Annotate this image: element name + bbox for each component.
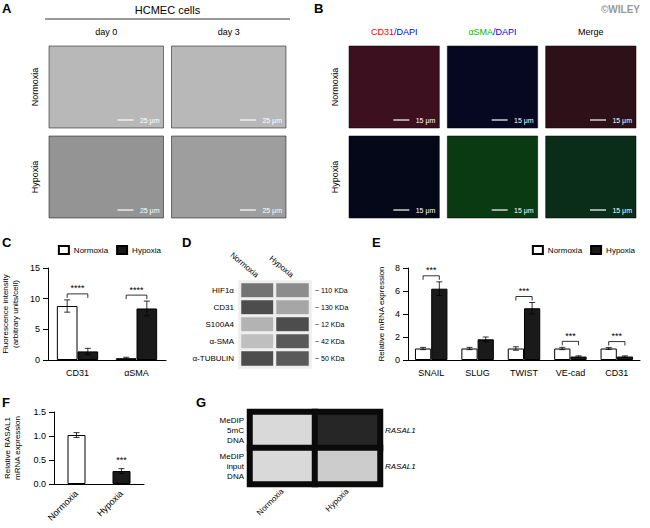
- svg-text:5: 5: [35, 324, 40, 334]
- svg-text:1.5: 1.5: [33, 407, 46, 417]
- svg-text:Normoxia: Normoxia: [330, 68, 340, 107]
- svg-text:Hypoxia: Hypoxia: [132, 246, 161, 255]
- svg-text:/DAPI: /DAPI: [394, 27, 418, 37]
- svg-text:day 0: day 0: [95, 27, 117, 37]
- svg-text:CD31: CD31: [66, 368, 89, 378]
- svg-text:Normoxia: Normoxia: [255, 486, 286, 517]
- svg-text:A: A: [2, 1, 12, 16]
- svg-text:αSMA: αSMA: [468, 27, 493, 37]
- svg-text:25 μm: 25 μm: [262, 207, 282, 215]
- svg-text:mRNA expression: mRNA expression: [13, 416, 22, 480]
- svg-text:E: E: [372, 235, 381, 250]
- svg-text:HCMEC cells: HCMEC cells: [135, 4, 201, 16]
- svg-text:input: input: [227, 462, 245, 471]
- svg-text:DNA: DNA: [227, 436, 245, 445]
- svg-text:(arbitrary units/cell): (arbitrary units/cell): [11, 280, 20, 348]
- svg-text:0.5: 0.5: [33, 455, 46, 465]
- svg-text:Normoxia: Normoxia: [30, 68, 40, 107]
- svg-text:day 3: day 3: [218, 27, 240, 37]
- svg-text:~ 130 KDa: ~ 130 KDa: [315, 304, 348, 311]
- svg-text:~ 12 KDa: ~ 12 KDa: [315, 321, 344, 328]
- svg-text:15 μm: 15 μm: [514, 207, 534, 215]
- svg-text:CD31: CD31: [371, 27, 394, 37]
- svg-text:15: 15: [30, 263, 40, 273]
- svg-text:15 μm: 15 μm: [612, 207, 632, 215]
- svg-text:25 μm: 25 μm: [140, 117, 160, 125]
- svg-text:8: 8: [395, 263, 400, 273]
- svg-text:C: C: [2, 235, 12, 250]
- svg-text:Fluorescence intensity: Fluorescence intensity: [1, 274, 10, 354]
- svg-text:/DAPI: /DAPI: [493, 27, 517, 37]
- svg-text:Relative mRNA expression: Relative mRNA expression: [377, 266, 386, 361]
- svg-text:15 μm: 15 μm: [416, 207, 436, 215]
- svg-text:Normoxia: Normoxia: [548, 246, 583, 255]
- svg-text:CD31: CD31: [605, 368, 628, 378]
- svg-text:F: F: [2, 395, 10, 410]
- svg-text:****: ****: [129, 285, 144, 295]
- svg-text:4: 4: [395, 309, 400, 319]
- svg-text:15 μm: 15 μm: [514, 117, 534, 125]
- svg-text:Hypoxia: Hypoxia: [30, 161, 40, 194]
- svg-text:0.0: 0.0: [33, 479, 46, 489]
- svg-text:15 μm: 15 μm: [612, 117, 632, 125]
- svg-text:6: 6: [395, 286, 400, 296]
- svg-text:SNAIL: SNAIL: [418, 368, 444, 378]
- svg-text:~ 110 KDa: ~ 110 KDa: [315, 287, 348, 294]
- svg-text:Normoxia: Normoxia: [46, 488, 80, 522]
- svg-text:Normoxia: Normoxia: [228, 251, 260, 280]
- svg-text:©WILEY: ©WILEY: [601, 4, 640, 15]
- svg-text:RASAL1: RASAL1: [385, 426, 416, 435]
- svg-text:0: 0: [395, 355, 400, 365]
- svg-text:10: 10: [30, 294, 40, 304]
- svg-text:***: ***: [519, 286, 530, 296]
- svg-text:G: G: [196, 395, 206, 410]
- svg-text:Hypoxia: Hypoxia: [95, 488, 125, 518]
- svg-text:VE-cad: VE-cad: [556, 368, 586, 378]
- svg-text:MeDIP: MeDIP: [220, 452, 244, 461]
- svg-text:DNA: DNA: [227, 472, 245, 481]
- svg-text:Hypoxia: Hypoxia: [606, 246, 635, 255]
- svg-text:HIF1α: HIF1α: [212, 286, 234, 295]
- svg-text:15 μm: 15 μm: [416, 117, 436, 125]
- svg-text:1.0: 1.0: [33, 431, 46, 441]
- svg-text:Hypoxia: Hypoxia: [324, 486, 351, 513]
- svg-text:Relative RASAL1: Relative RASAL1: [3, 417, 12, 479]
- svg-text:***: ***: [116, 455, 127, 465]
- svg-text:D: D: [182, 235, 191, 250]
- svg-text:2: 2: [395, 332, 400, 342]
- svg-text:Merge: Merge: [578, 27, 604, 37]
- svg-text:Normoxia: Normoxia: [74, 246, 109, 255]
- svg-text:25 μm: 25 μm: [262, 117, 282, 125]
- svg-text:α-SMA: α-SMA: [209, 337, 234, 346]
- svg-text:SLUG: SLUG: [465, 368, 490, 378]
- svg-text:****: ****: [70, 283, 85, 293]
- svg-text:α-TUBULIN: α-TUBULIN: [192, 354, 234, 363]
- svg-text:B: B: [314, 1, 323, 16]
- svg-text:25 μm: 25 μm: [140, 207, 160, 215]
- svg-text:Hypoxia: Hypoxia: [330, 161, 340, 194]
- svg-text:5mC: 5mC: [227, 426, 244, 435]
- svg-text:Hypoxia: Hypoxia: [267, 254, 295, 280]
- svg-text:0: 0: [35, 355, 40, 365]
- svg-text:S100A4: S100A4: [206, 320, 235, 329]
- svg-text:TWIST: TWIST: [510, 368, 538, 378]
- svg-text:CD31: CD31: [214, 303, 235, 312]
- svg-text:~ 50 KDa: ~ 50 KDa: [315, 355, 344, 362]
- svg-text:αSMA: αSMA: [124, 368, 149, 378]
- svg-text:***: ***: [565, 331, 576, 341]
- svg-text:~ 42 KDa: ~ 42 KDa: [315, 338, 344, 345]
- svg-text:***: ***: [612, 331, 623, 341]
- svg-text:RASAL1: RASAL1: [385, 462, 416, 471]
- svg-text:MeDIP: MeDIP: [220, 416, 244, 425]
- svg-text:***: ***: [426, 265, 437, 275]
